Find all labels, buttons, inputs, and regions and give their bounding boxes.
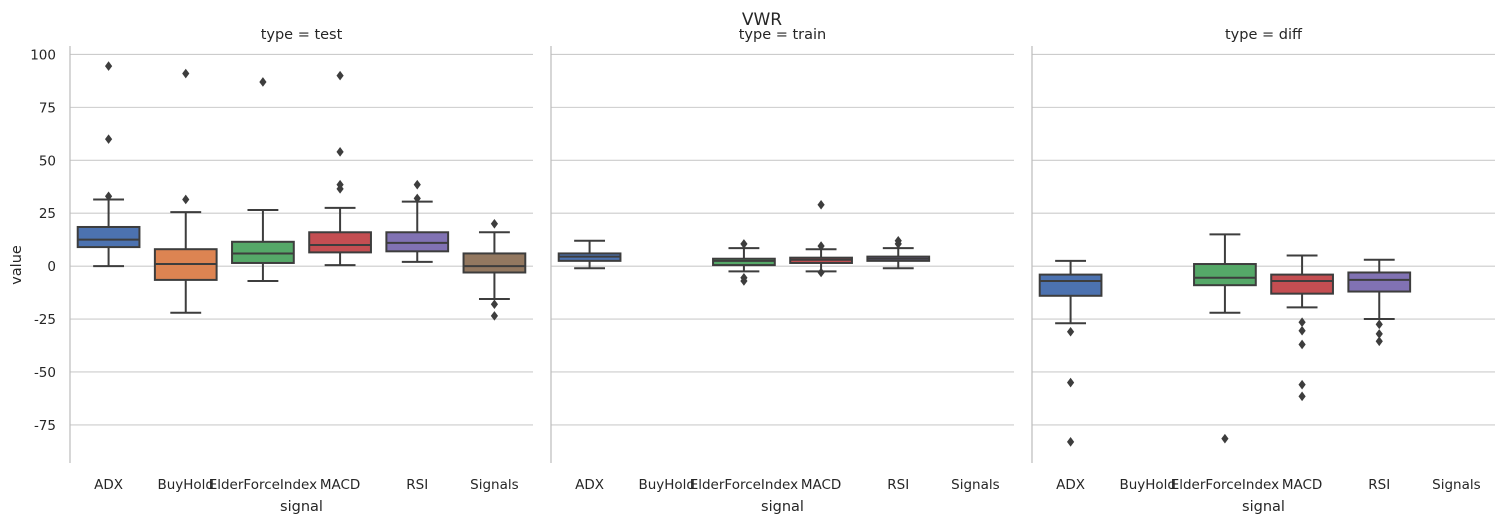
- outlier-point: [182, 194, 190, 205]
- x-tick-label: MACD: [1282, 477, 1322, 493]
- outlier-point: [182, 68, 190, 79]
- box-elderforceindex: [712, 239, 776, 286]
- outlier-point: [1298, 391, 1306, 402]
- facet-title: type = diff: [1225, 27, 1303, 43]
- x-tick-label: BuyHold: [157, 477, 214, 493]
- outlier-point: [1066, 326, 1075, 337]
- y-tick-label: 0: [47, 259, 56, 275]
- box-rsi: [385, 179, 450, 263]
- x-tick-label: Signals: [470, 477, 519, 493]
- outlier-point: [336, 147, 344, 157]
- y-tick-label: 100: [30, 47, 56, 63]
- x-tick-label: ElderForceIndex: [209, 477, 317, 493]
- iqr-box: [712, 257, 776, 267]
- iqr-box: [231, 240, 295, 264]
- facet-panels: -75 -50 -25 0 25 50 75 100 type = test ADX BuyHold…: [30, 27, 1495, 515]
- outlier-point: [740, 272, 748, 283]
- outlier-point: [1298, 379, 1306, 390]
- outlier-point: [1298, 339, 1306, 350]
- outlier-point: [817, 267, 825, 278]
- outlier-point: [1375, 319, 1383, 330]
- y-tick-label: -50: [34, 365, 56, 381]
- x-tick-label: RSI: [406, 477, 428, 493]
- outlier-point: [490, 219, 499, 229]
- iqr-box: [385, 231, 450, 253]
- outlier-point: [336, 179, 344, 190]
- x-tick-label: BuyHold: [638, 477, 695, 493]
- box-rsi: [1347, 258, 1412, 347]
- box-adx: [557, 239, 622, 270]
- box-adx: [76, 61, 141, 268]
- x-tick-label: ADX: [575, 477, 604, 493]
- y-tick-label: 50: [39, 153, 56, 169]
- x-tick-label: MACD: [801, 477, 841, 493]
- iqr-box: [76, 225, 141, 249]
- facet-title: type = train: [739, 27, 827, 43]
- outlier-point: [817, 241, 825, 251]
- x-tick-label: Signals: [951, 477, 1000, 493]
- x-axis-label: signal: [761, 499, 804, 515]
- outlier-point: [1375, 329, 1383, 339]
- facet-title: type = test: [261, 27, 343, 43]
- outlier-point: [259, 77, 267, 87]
- box-signals: [462, 219, 527, 321]
- outlier-point: [413, 179, 421, 190]
- x-tick-label: MACD: [320, 477, 360, 493]
- x-axis-label: signal: [1242, 499, 1285, 515]
- box-macd: [789, 199, 853, 278]
- outlier-point: [336, 70, 344, 81]
- box-buyhold: [153, 68, 218, 314]
- x-tick-label: ADX: [1056, 477, 1085, 493]
- outlier-point: [1221, 433, 1229, 444]
- outlier-point: [740, 239, 748, 249]
- x-tick-label: RSI: [887, 477, 909, 493]
- iqr-box: [1270, 273, 1334, 295]
- y-tick-label: -25: [34, 312, 56, 328]
- outlier-point: [1298, 317, 1306, 328]
- outlier-point: [413, 193, 421, 204]
- outlier-point: [104, 134, 113, 144]
- y-tick-label: -75: [34, 418, 56, 434]
- box-rsi: [866, 235, 931, 270]
- y-axis-label: value: [9, 245, 25, 285]
- outlier-point: [1066, 377, 1075, 388]
- y-tick-label: 75: [39, 100, 56, 116]
- x-axis-label: signal: [280, 499, 323, 515]
- x-tick-label: ElderForceIndex: [1171, 477, 1279, 493]
- outlier-point: [1066, 437, 1075, 447]
- x-tick-label: ADX: [94, 477, 123, 493]
- outlier-point: [104, 61, 113, 71]
- box-macd: [308, 70, 372, 267]
- box-elderforceindex: [231, 77, 295, 282]
- x-tick-label: Signals: [1432, 477, 1481, 493]
- box-adx: [1038, 259, 1103, 447]
- x-tick-label: BuyHold: [1119, 477, 1176, 493]
- outlier-point: [490, 299, 499, 310]
- iqr-box: [308, 231, 372, 254]
- outlier-point: [894, 235, 902, 246]
- outlier-point: [104, 191, 113, 202]
- outlier-point: [490, 311, 499, 321]
- y-tick-label: 25: [39, 206, 56, 222]
- outlier-point: [1298, 325, 1306, 336]
- box-macd: [1270, 254, 1334, 402]
- facet-panel-1: -75 -50 -25 0 25 50 75 100 type = test ADX BuyHold…: [30, 27, 533, 515]
- x-tick-label: ElderForceIndex: [690, 477, 798, 493]
- x-tick-label: RSI: [1368, 477, 1390, 493]
- outlier-point: [817, 199, 825, 210]
- iqr-box: [1193, 263, 1257, 287]
- iqr-box: [462, 252, 527, 274]
- iqr-box: [1347, 271, 1412, 293]
- iqr-box: [1038, 273, 1103, 297]
- outlier-point: [1375, 336, 1383, 347]
- box-elderforceindex: [1193, 233, 1257, 444]
- figure-title: VWR: [742, 10, 782, 30]
